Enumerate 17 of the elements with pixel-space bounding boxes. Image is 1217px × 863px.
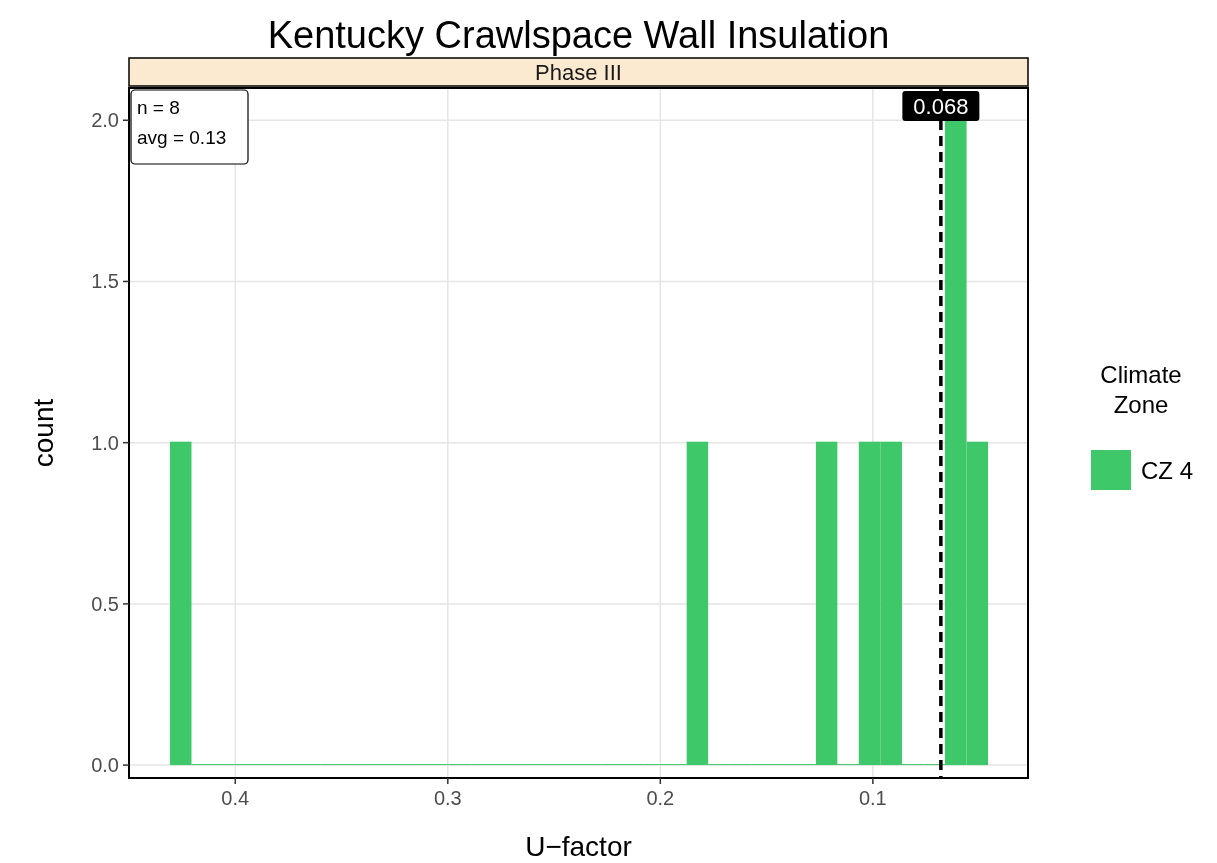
y-tick-label: 2.0 (91, 109, 119, 132)
x-tick-label: 0.4 (221, 787, 250, 809)
x-tick-label: 0.1 (858, 787, 887, 809)
y-tick-label: 1.5 (91, 270, 119, 293)
x-tick-label: 0.3 (433, 787, 462, 809)
y-tick-label: 1.0 (91, 431, 119, 454)
y-axis-title: count (28, 398, 59, 468)
chart-subtitle: Phase III (535, 60, 622, 85)
chart-title: Kentucky Crawlspace Wall Insulation (267, 14, 890, 56)
legend-title: Climate Zone (1100, 361, 1182, 418)
y-tick-label: 0.5 (91, 592, 119, 615)
ref-line-label: 0.068 (913, 94, 969, 119)
y-tick-label: 0.0 (91, 754, 119, 777)
x-tick-label: 0.2 (646, 787, 675, 809)
legend-label: CZ 4 (1141, 457, 1194, 484)
annotation: n = 8 avg = 0.13 (137, 97, 227, 148)
x-axis-title: U−factor (525, 831, 632, 862)
